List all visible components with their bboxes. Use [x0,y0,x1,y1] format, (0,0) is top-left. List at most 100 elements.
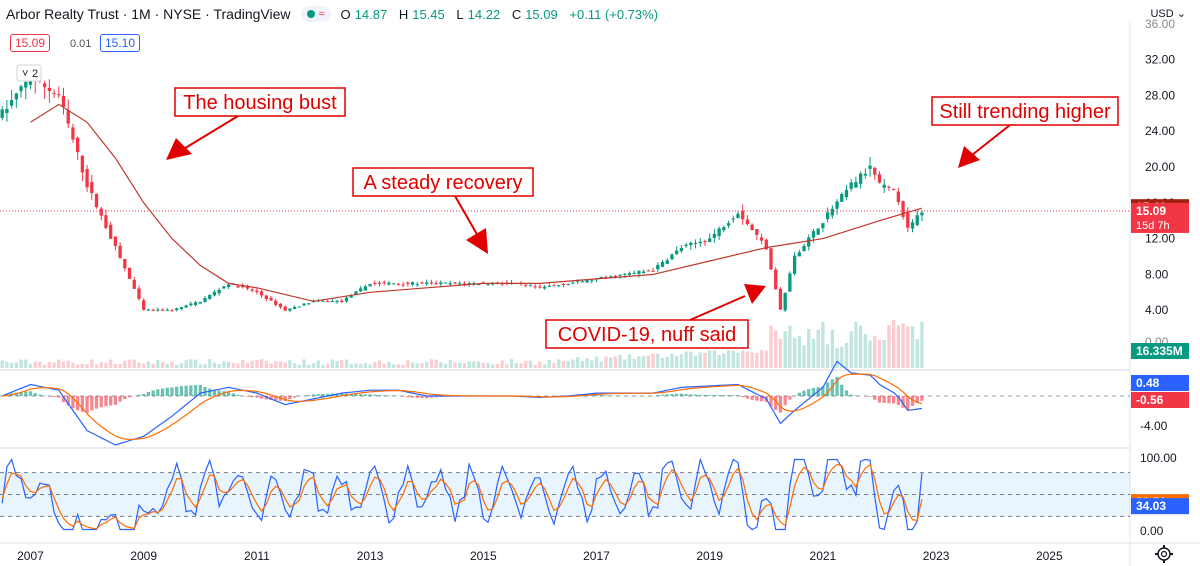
candle-body[interactable] [863,173,867,176]
candle-body[interactable] [448,283,452,285]
candle-body[interactable] [443,282,448,284]
candle-body[interactable] [292,306,297,309]
candle-body[interactable] [849,182,853,189]
annotation-still-trending[interactable]: Still trending higher [931,96,1119,168]
candle-body[interactable] [462,283,467,285]
candle-body[interactable] [802,245,806,251]
candle-body[interactable] [302,303,306,306]
candle-body[interactable] [85,169,89,188]
currency-menu[interactable]: USD ⌄ [1150,7,1186,20]
candle-body[interactable] [613,275,618,278]
candle-body[interactable] [208,294,212,299]
candle-body[interactable] [887,186,891,188]
annotation-housing-bust[interactable]: The housing bust [166,87,346,160]
candle-body[interactable] [189,303,193,306]
candle-body[interactable] [755,229,759,235]
candle-body[interactable] [5,108,9,113]
candle-body[interactable] [325,301,330,303]
candle-body[interactable] [274,300,278,305]
candle-body[interactable] [151,309,155,311]
candle-body[interactable] [542,286,547,289]
candle-body[interactable] [340,300,344,302]
candle-body[interactable] [28,79,33,85]
candle-body[interactable] [646,270,651,272]
candle-body[interactable] [222,286,226,289]
candle-body[interactable] [76,137,80,153]
candle-body[interactable] [179,307,184,310]
candle-body[interactable] [528,285,533,287]
candle-body[interactable] [19,86,23,92]
candle-body[interactable] [873,167,877,175]
candle-body[interactable] [769,248,773,270]
candle-body[interactable] [94,193,99,208]
candle-body[interactable] [57,94,61,96]
annotation-steady-recovery[interactable]: A steady recovery [352,167,534,254]
candle-body[interactable] [288,308,292,311]
candle-body[interactable] [349,295,353,298]
candle-body[interactable] [580,281,584,283]
candle-body[interactable] [406,282,410,284]
candle-body[interactable] [175,308,179,311]
candle-body[interactable] [896,191,901,203]
candle-body[interactable] [184,305,188,308]
candle-body[interactable] [127,267,132,279]
candle-body[interactable] [160,309,165,311]
candle-body[interactable] [830,208,834,216]
candle-body[interactable] [561,284,566,286]
candle-body[interactable] [547,285,551,287]
candle-body[interactable] [236,286,240,288]
candle-body[interactable] [415,284,419,286]
candle-body[interactable] [259,291,264,296]
candle-body[interactable] [307,303,311,305]
candle-body[interactable] [368,284,372,287]
candle-body[interactable] [807,237,811,247]
candle-body[interactable] [453,282,457,284]
candle-body[interactable] [354,291,358,295]
candle-body[interactable] [708,238,712,243]
candle-body[interactable] [429,282,434,284]
candle-body[interactable] [401,284,405,286]
candle-body[interactable] [722,227,726,231]
candle-body[interactable] [245,286,250,289]
candle-body[interactable] [585,279,589,283]
candle-body[interactable] [557,285,561,287]
candle-body[interactable] [632,272,636,274]
candle-body[interactable] [255,290,259,293]
candle-body[interactable] [377,282,382,284]
candle-body[interactable] [241,285,245,288]
candle-body[interactable] [906,213,910,228]
candle-body[interactable] [656,264,660,270]
candle-body[interactable] [599,276,603,279]
candle-body[interactable] [788,273,792,292]
candle-body[interactable] [250,289,254,291]
candle-body[interactable] [278,303,283,308]
buy-button[interactable]: 15.10 [100,34,141,52]
candle-body[interactable] [80,155,85,173]
candle-body[interactable] [24,81,28,88]
candle-body[interactable] [552,285,556,287]
candle-body[interactable] [774,269,778,290]
candle-body[interactable] [689,242,693,246]
candle-body[interactable] [165,309,169,311]
candle-body[interactable] [193,302,198,306]
candle-body[interactable] [920,212,924,216]
candle-body[interactable] [759,237,764,241]
candle-body[interactable] [500,283,504,285]
symbol-title[interactable]: Arbor Realty Trust · 1M · NYSE · Trading… [6,6,291,22]
candle-body[interactable] [750,224,754,231]
candle-body[interactable] [915,215,919,225]
candle-body[interactable] [642,271,646,274]
candle-body[interactable] [566,283,570,285]
candle-body[interactable] [52,92,56,94]
candle-body[interactable] [868,165,872,169]
layers-badge[interactable]: ˅ 2 [16,64,42,82]
candle-body[interactable] [467,283,471,285]
candle-body[interactable] [0,109,4,118]
candle-body[interactable] [670,254,674,260]
candle-body[interactable] [891,188,896,190]
candle-body[interactable] [198,301,202,304]
candle-body[interactable] [61,95,66,107]
candle-body[interactable] [14,93,18,100]
candle-body[interactable] [538,286,542,288]
